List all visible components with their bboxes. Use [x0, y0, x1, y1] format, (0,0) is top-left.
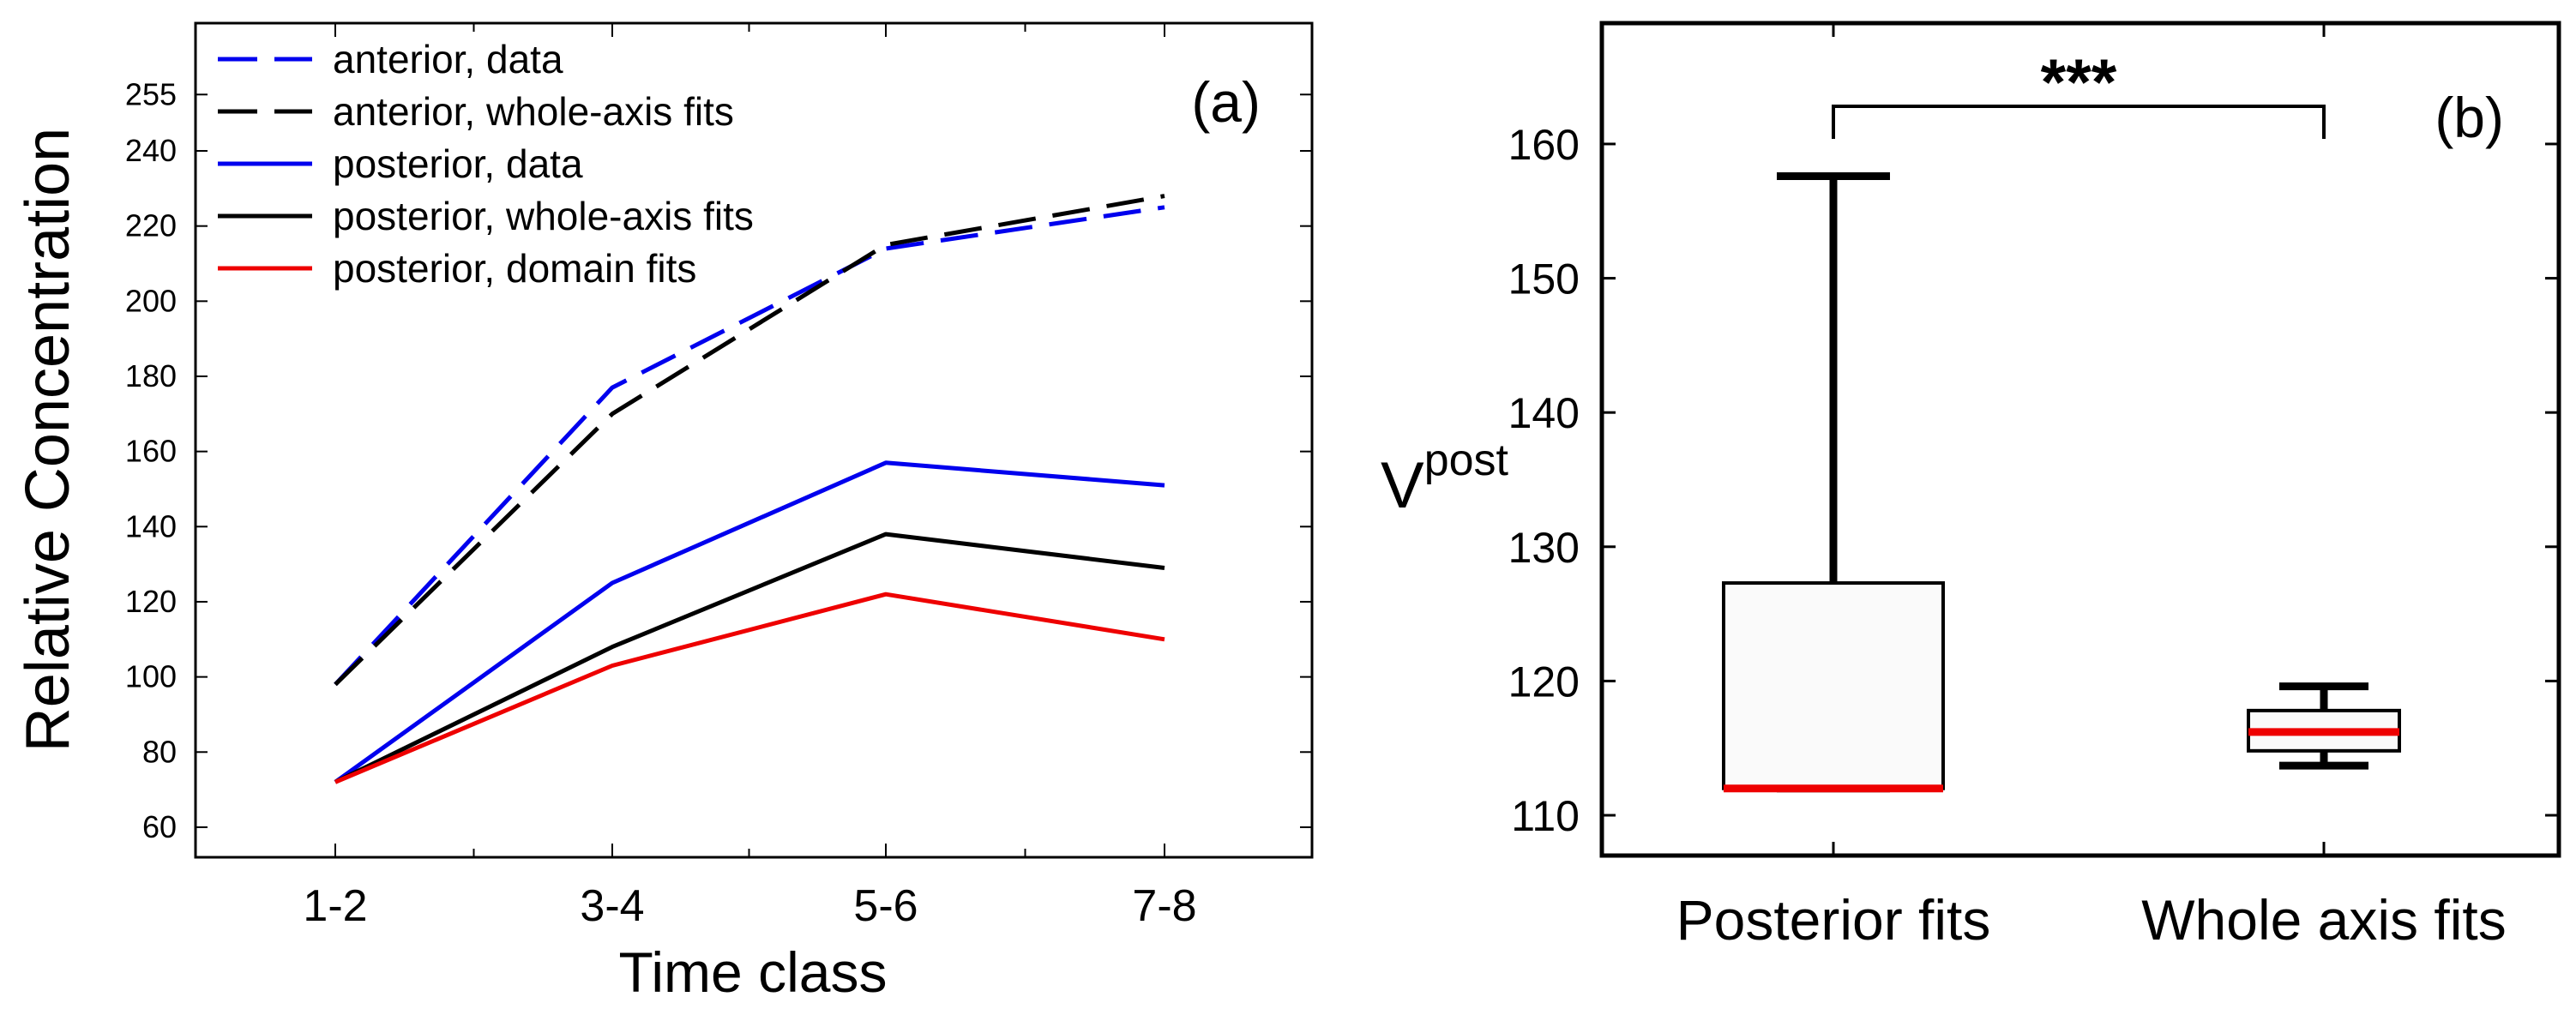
- panel-b-box-plot: 110 120 130 140 150 160 Posterior fits Whole ax…: [1381, 21, 2561, 952]
- panel-b-label: (b): [2435, 86, 2504, 149]
- y-tick-label: 150: [1508, 255, 1580, 303]
- panel-a-line-chart: 60 80 100 120 140 160 180 200 220 240 255 1-2 3-4 5-6…: [14, 21, 1314, 1004]
- y-tick-label: 140: [125, 508, 177, 544]
- y-tick-label: 180: [125, 358, 177, 393]
- panel-b-y-axis-label-superscript: post: [1424, 435, 1509, 485]
- legend-entry: anterior, whole-axis fits: [333, 89, 734, 134]
- legend-entry: posterior, domain fits: [333, 246, 696, 291]
- x-tick-label: 3-4: [580, 881, 644, 931]
- legend-entry: posterior, data: [333, 141, 583, 186]
- significance-bracket: [1832, 105, 2326, 139]
- x-tick-label: Whole axis fits: [2141, 888, 2506, 952]
- y-tick-label: 100: [125, 659, 177, 694]
- x-tick-label: 1-2: [303, 881, 367, 931]
- y-tick-label: 80: [142, 734, 177, 769]
- series-line: [334, 592, 1165, 784]
- y-tick-label: 60: [142, 809, 177, 844]
- y-tick-label: 160: [1508, 121, 1580, 169]
- series-line: [334, 532, 1165, 784]
- panel-a-x-axis-label: Time class: [619, 940, 888, 1004]
- x-tick-label: 5-6: [853, 881, 918, 931]
- legend-entry: anterior, data: [333, 37, 563, 81]
- box-group: [2247, 682, 2401, 770]
- panel-b-y-axis-label-main: V: [1381, 449, 1424, 522]
- panel-b-plot-frame: [1599, 21, 2561, 858]
- y-tick-label: 130: [1508, 524, 1580, 572]
- series-line: [334, 205, 1165, 687]
- y-tick-label: 110: [1511, 792, 1580, 840]
- y-tick-label: 220: [125, 208, 177, 243]
- panel-a-y-axis-label: Relative Concentration: [14, 128, 82, 752]
- box-group: [1722, 172, 1945, 793]
- x-tick-label: Posterior fits: [1676, 888, 1991, 952]
- y-tick-label: 120: [1508, 658, 1580, 706]
- series-line: [334, 194, 1165, 687]
- x-tick-label: 7-8: [1132, 881, 1196, 931]
- significance-stars: ***: [2041, 46, 2117, 119]
- y-tick-label: 120: [125, 584, 177, 619]
- box-iqr: [1722, 581, 1945, 790]
- panel-a-label: (a): [1191, 70, 1261, 134]
- legend-entry: posterior, whole-axis fits: [333, 194, 754, 238]
- y-tick-label: 240: [125, 133, 177, 168]
- y-tick-label: 200: [125, 283, 177, 318]
- y-tick-label: 160: [125, 434, 177, 469]
- y-tick-label: 255: [125, 76, 177, 111]
- y-tick-label: 140: [1508, 389, 1580, 437]
- panel-a-plot-frame: [194, 21, 1314, 859]
- panel-b-y-axis-label: Vpost: [1381, 435, 1509, 522]
- series-line: [334, 460, 1165, 784]
